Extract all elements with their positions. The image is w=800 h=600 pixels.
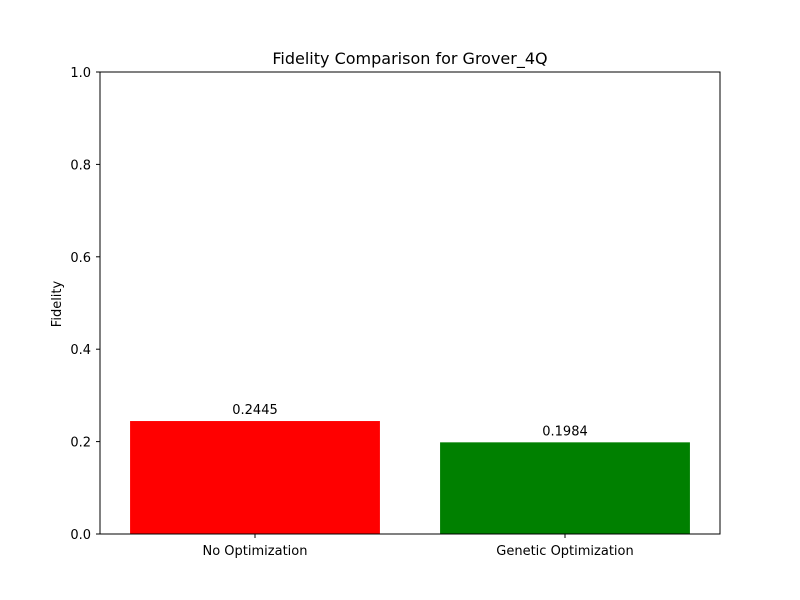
x-tick-label: No Optimization — [203, 544, 308, 559]
value-label-group: 0.2445 0.1984 — [232, 403, 588, 439]
bar-value-label: 0.2445 — [232, 403, 278, 418]
x-tick-label: Genetic Optimization — [496, 544, 633, 559]
y-tick-label: 0.0 — [70, 528, 91, 543]
plot-frame — [99, 71, 721, 535]
chart-title: Fidelity Comparison for Grover_4Q — [272, 49, 547, 69]
bar-2 — [440, 442, 690, 534]
x-axis-ticks: No Optimization Genetic Optimization — [203, 534, 634, 559]
y-tick-label: 0.8 — [70, 158, 91, 173]
y-axis-ticks: 0.0 0.2 0.4 0.6 0.8 1.0 — [70, 66, 100, 543]
y-tick-label: 0.6 — [70, 251, 91, 266]
y-tick-label: 1.0 — [70, 66, 91, 81]
bar-value-label: 0.1984 — [542, 424, 588, 439]
y-tick-label: 0.2 — [70, 436, 91, 451]
y-tick-label: 0.4 — [70, 343, 91, 358]
bar-group — [130, 421, 690, 534]
bar-1 — [130, 421, 380, 534]
y-axis-label: Fidelity — [50, 280, 65, 327]
